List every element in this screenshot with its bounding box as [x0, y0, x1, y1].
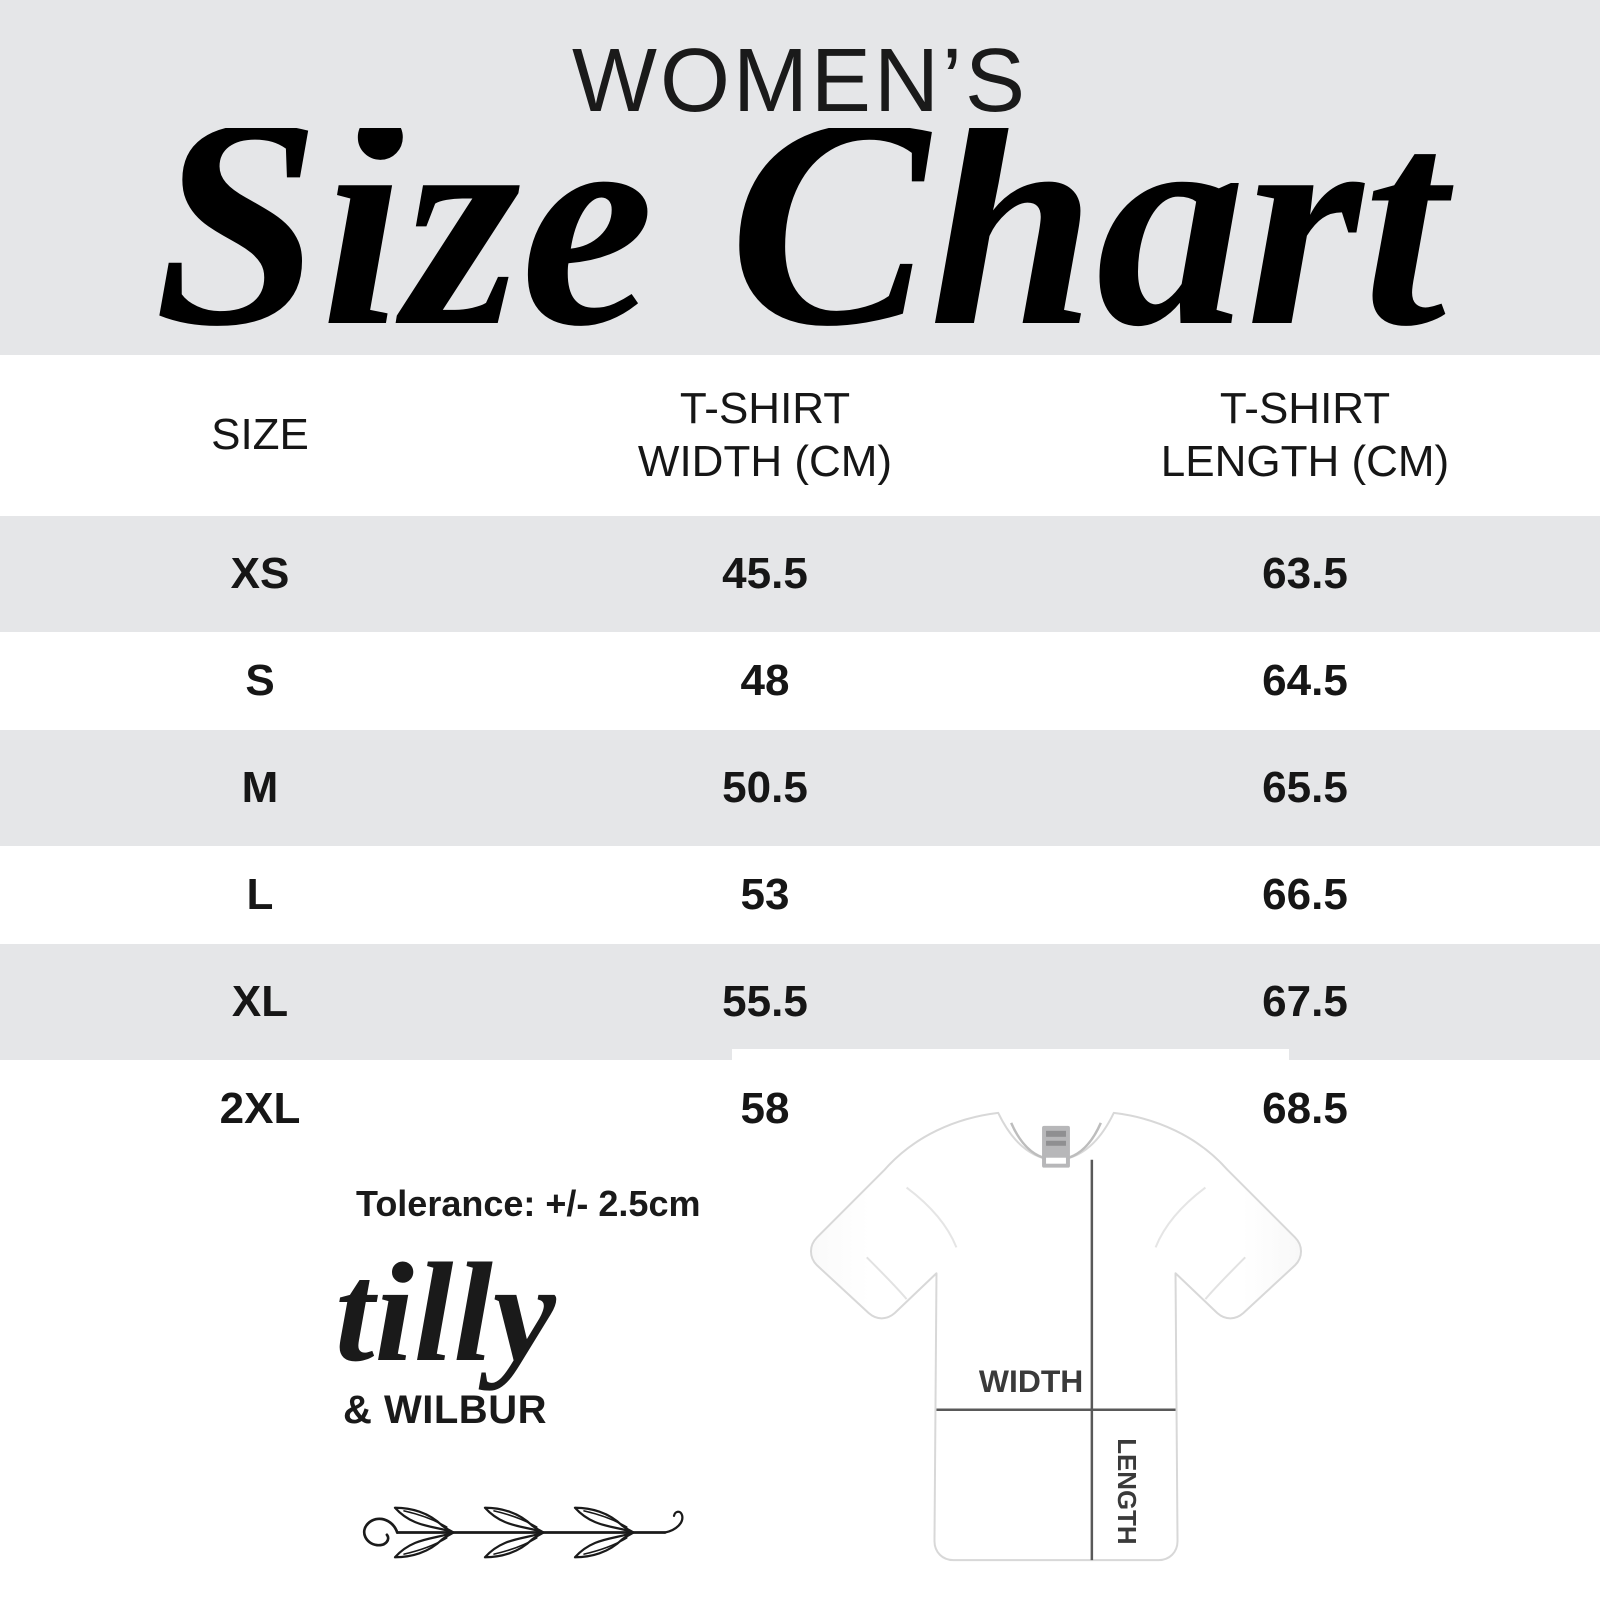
svg-text:LENGTH: LENGTH	[1112, 1438, 1140, 1544]
svg-text:tilly: tilly	[335, 1233, 557, 1391]
svg-text:Size Chart: Size Chart	[154, 128, 1457, 358]
svg-text:WIDTH: WIDTH	[979, 1363, 1083, 1399]
svg-text:& WILBUR: & WILBUR	[343, 1388, 547, 1432]
